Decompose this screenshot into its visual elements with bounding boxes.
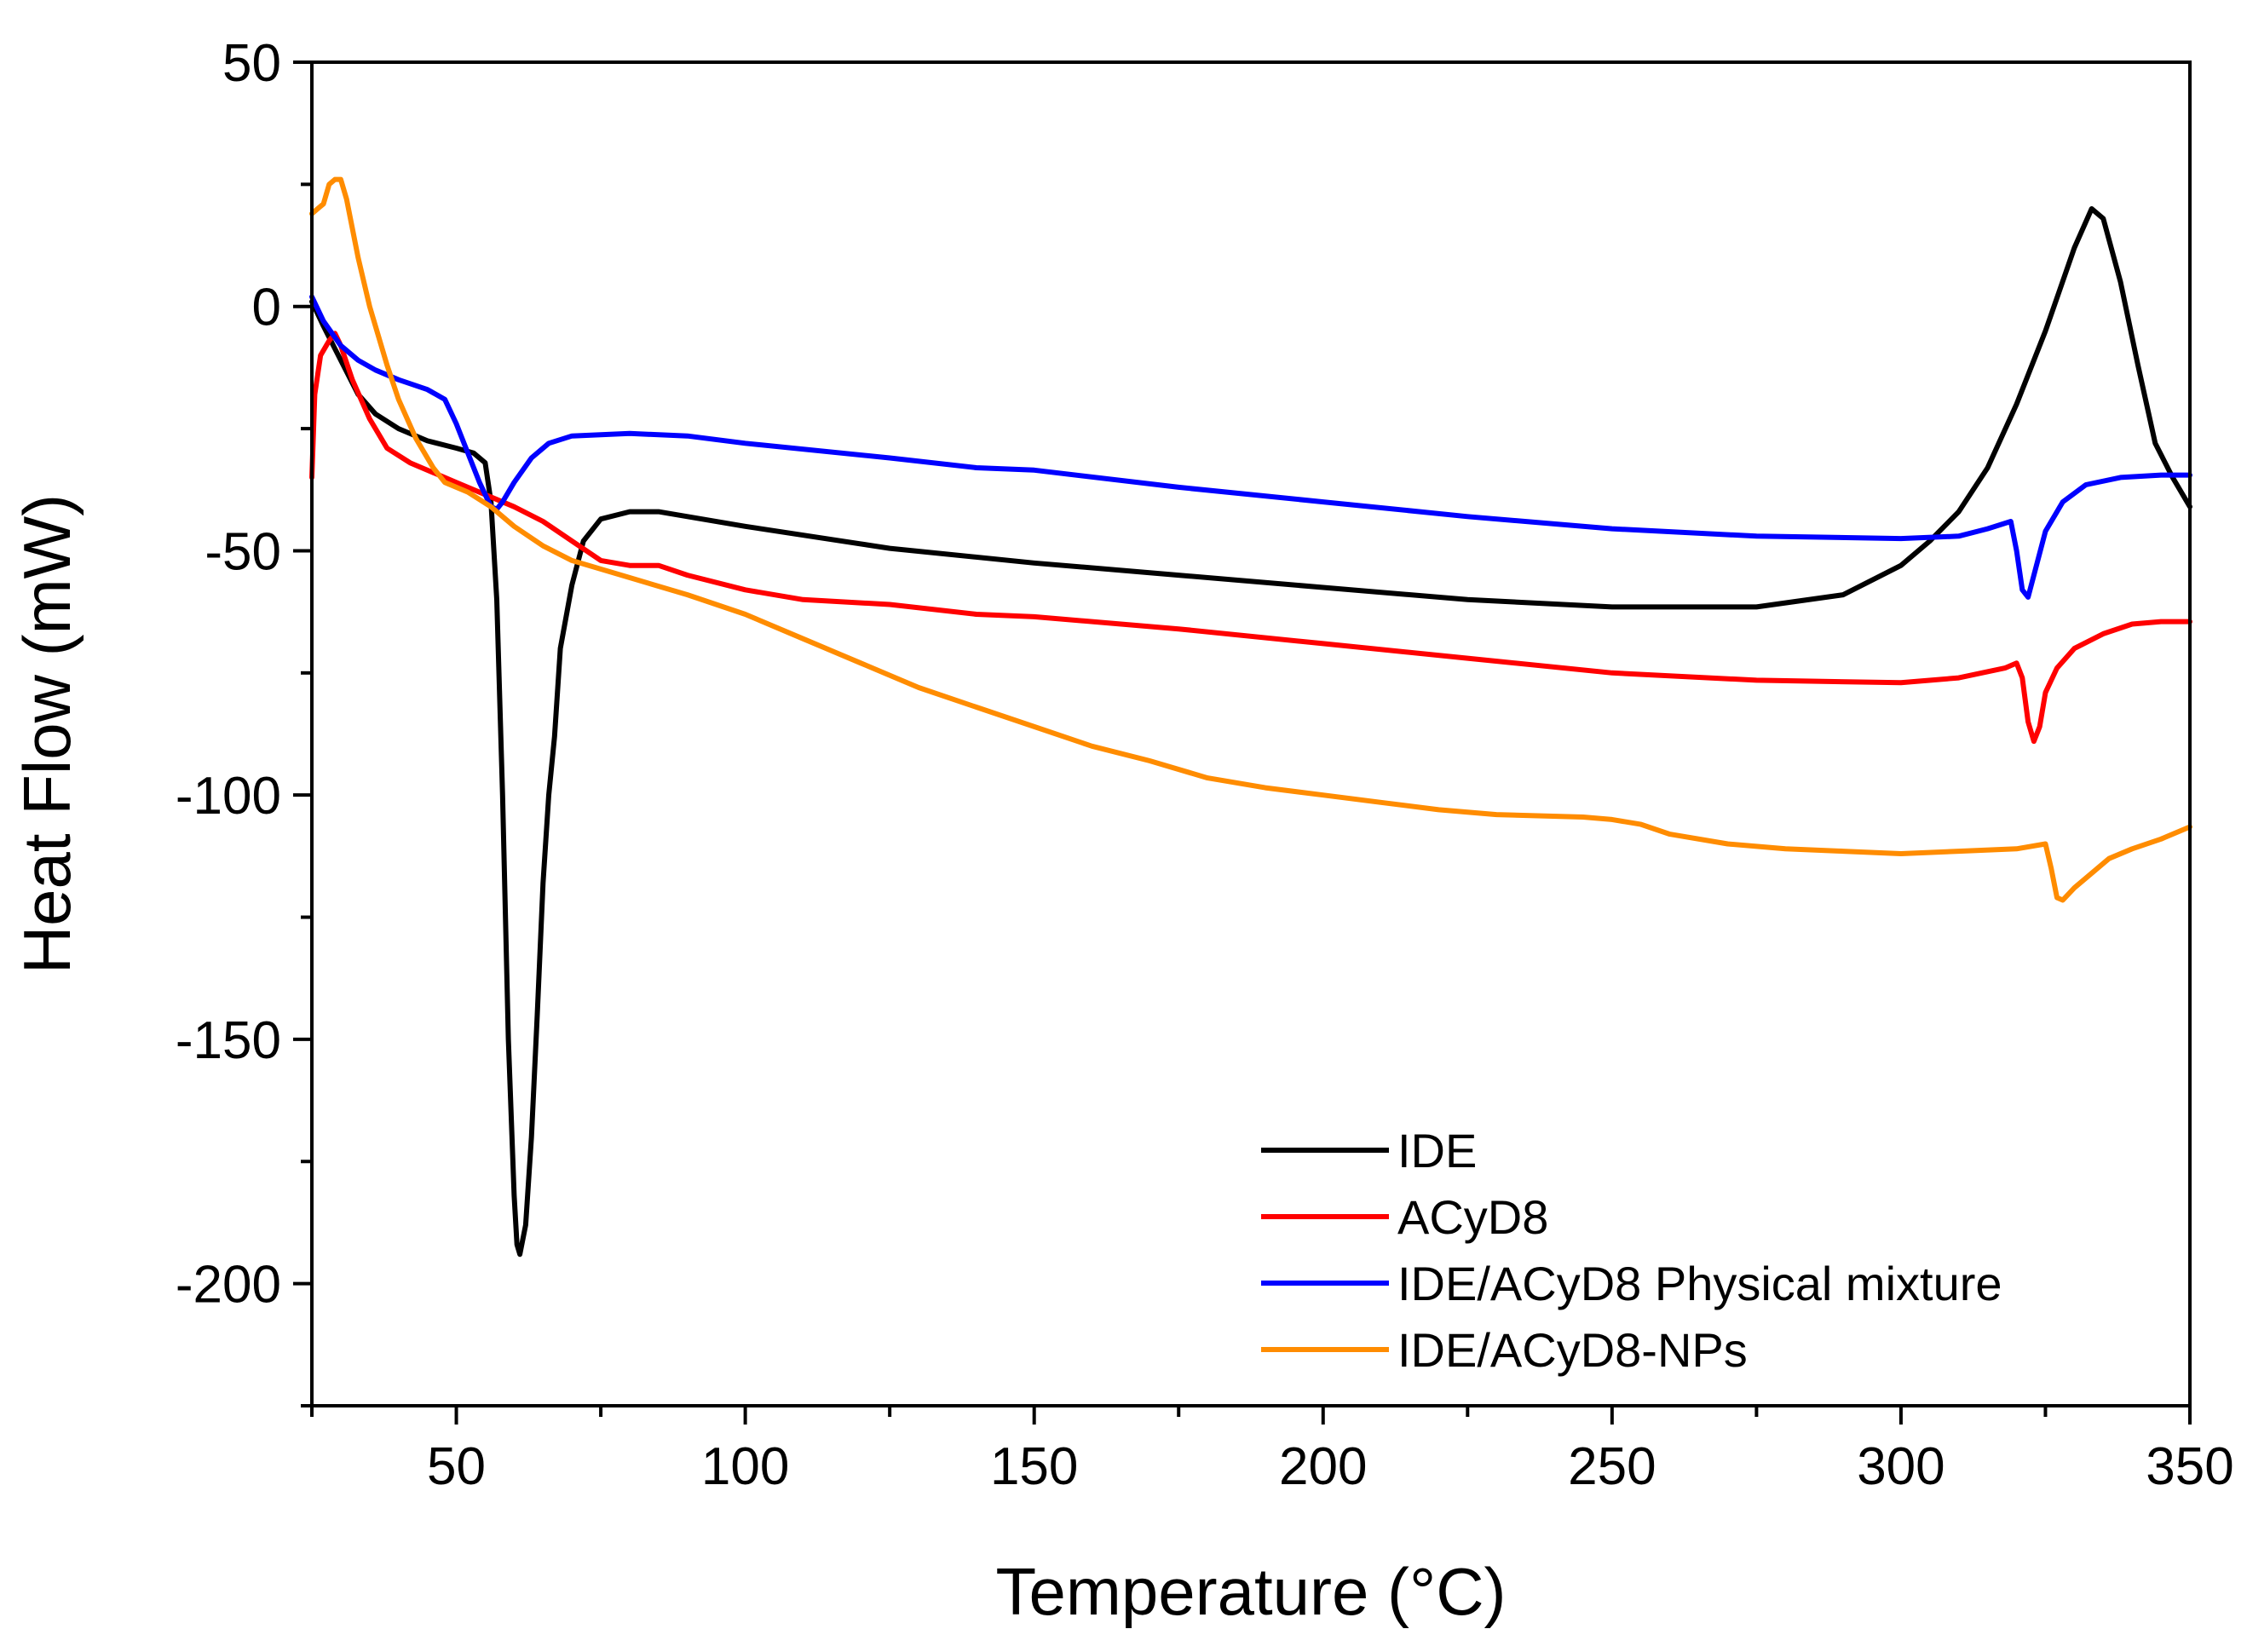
- axes-layer: 50 100 150 200 250 300 350 50 0 -50 -100 -150 -200: [176, 34, 2234, 1496]
- x-tick-label: 150: [990, 1437, 1078, 1496]
- legend-label-0: IDE: [1397, 1124, 1477, 1177]
- series-line-3: [309, 176, 2192, 903]
- series-line-2: [309, 294, 2192, 600]
- legend: IDE ACyD8 IDE/ACyD8 Physical mixture IDE/AC…: [1261, 1124, 2002, 1377]
- x-tick-label: 300: [1857, 1437, 1945, 1496]
- series-line-1: [309, 331, 2192, 745]
- x-axis-title: Temperature (°C): [995, 1554, 1506, 1629]
- legend-label-3: IDE/ACyD8-NPs: [1397, 1323, 1748, 1377]
- x-tick-label: 50: [427, 1437, 486, 1496]
- plot-frame: [310, 60, 2192, 1407]
- legend-label-1: ACyD8: [1397, 1190, 1548, 1244]
- x-tick-label: 100: [701, 1437, 789, 1496]
- series-layer: [309, 176, 2192, 1258]
- y-axis-title: Heat Flow (mW): [9, 494, 84, 974]
- y-tick-label: -150: [176, 1011, 281, 1070]
- y-tick-label: -200: [176, 1256, 281, 1315]
- legend-label-2: IDE/ACyD8 Physical mixture: [1397, 1257, 2002, 1310]
- x-tick-label: 350: [2146, 1437, 2233, 1496]
- series-line-0: [309, 206, 2192, 1258]
- x-tick-label: 200: [1279, 1437, 1367, 1496]
- y-tick-label: 0: [252, 279, 281, 337]
- y-tick-label: 50: [222, 34, 281, 93]
- y-tick-label: -50: [205, 522, 281, 581]
- x-tick-label: 250: [1568, 1437, 1656, 1496]
- y-tick-label: -100: [176, 767, 281, 826]
